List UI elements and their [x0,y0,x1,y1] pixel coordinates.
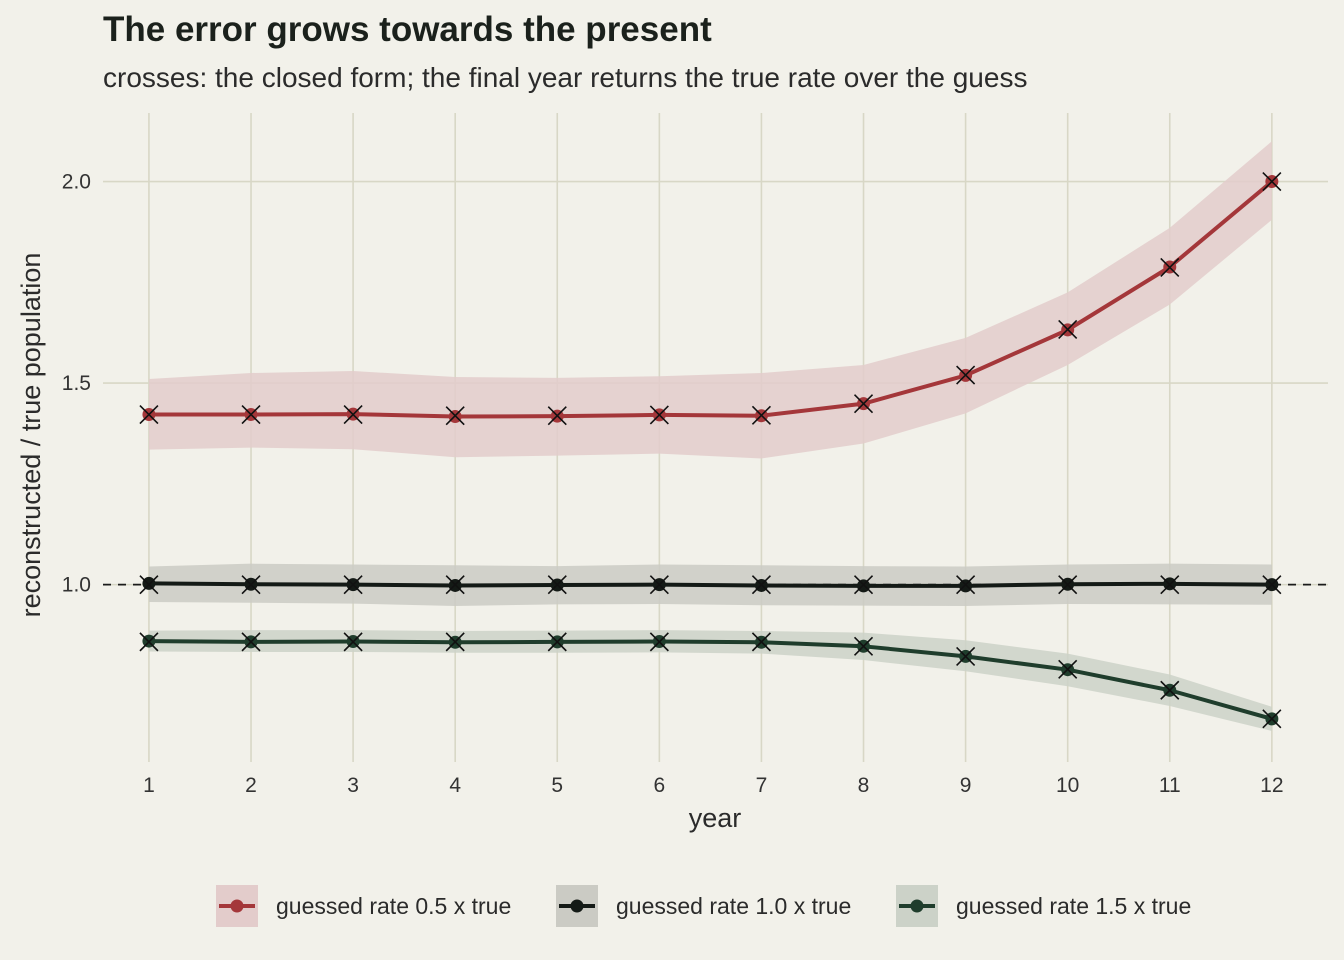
y-axis-title: reconstructed / true population [16,253,46,618]
closed-form-cross [751,405,772,425]
closed-form-cross [1058,319,1078,340]
series-line-layer [148,179,1274,721]
closed-form-cross [956,646,976,666]
x-tick-label: 3 [347,774,359,797]
closed-form-cross [1262,709,1282,729]
legend-key-point [230,899,244,913]
closed-form-cross [139,575,159,595]
x-axis-title: year [689,803,742,833]
closed-form-cross [343,575,363,595]
legend-label: guessed rate 1.0 x true [616,893,851,919]
x-tick-label: 5 [551,774,563,797]
x-tick-label: 2 [245,774,257,797]
closed-form-cross [853,394,874,414]
series-band [148,630,1272,731]
closed-form-cross-layer [139,171,1282,729]
y-tick-label: 2.0 [62,171,91,194]
closed-form-cross [445,632,465,652]
closed-form-cross [241,404,261,425]
closed-form-cross [649,405,669,425]
closed-form-cross [1058,659,1078,679]
closed-form-cross [649,632,669,652]
closed-form-cross [751,632,772,652]
series-point [959,579,973,593]
legend-label: guessed rate 1.5 x true [956,893,1191,919]
closed-form-cross [1160,257,1180,277]
x-tick-label: 11 [1159,774,1181,797]
legend: guessed rate 0.5 x true guessed rate 1.0 … [216,885,1191,927]
x-tick-label: 12 [1260,774,1283,797]
x-tick-label: 8 [858,774,870,797]
x-tick-label: 4 [449,774,461,797]
x-tick-label: 10 [1056,774,1079,797]
closed-form-cross [649,575,669,595]
closed-form-cross [1058,575,1078,595]
x-tick-label: 6 [654,774,666,797]
closed-form-cross [547,575,567,595]
y-tick-label: 1.0 [62,574,91,597]
legend-key-point [910,899,924,913]
x-tick-label: 9 [960,774,972,797]
closed-form-cross [445,575,465,595]
legend-key-point [570,899,584,913]
closed-form-cross [1262,575,1282,595]
closed-form-cross [751,575,772,595]
series-line [148,179,1274,419]
x-tick-label: 7 [756,774,768,797]
series-point [857,579,871,593]
closed-form-cross [241,575,261,595]
chart-title: The error grows towards the present [103,10,712,49]
series-band [148,141,1272,459]
closed-form-cross [956,365,976,385]
closed-form-cross [956,575,976,595]
closed-form-cross [343,632,363,652]
legend-label: guessed rate 0.5 x true [276,893,511,919]
x-tick-label: 1 [143,774,155,797]
closed-form-cross [853,636,874,656]
closed-form-cross [139,404,159,425]
closed-form-cross [1160,575,1180,595]
closed-form-cross [1160,680,1180,700]
closed-form-cross [853,575,874,595]
closed-form-cross [1262,171,1282,192]
y-tick-label: 1.5 [62,372,91,395]
closed-form-cross [547,632,567,652]
closed-form-cross [547,406,567,426]
closed-form-cross [241,632,261,652]
series-line [148,581,1272,588]
closed-form-cross [343,404,363,425]
chart-subtitle: crosses: the closed form; the final year… [103,62,1028,93]
closed-form-cross [139,632,159,652]
series-line [148,639,1273,721]
series-point [142,576,156,590]
closed-form-cross [445,406,465,426]
